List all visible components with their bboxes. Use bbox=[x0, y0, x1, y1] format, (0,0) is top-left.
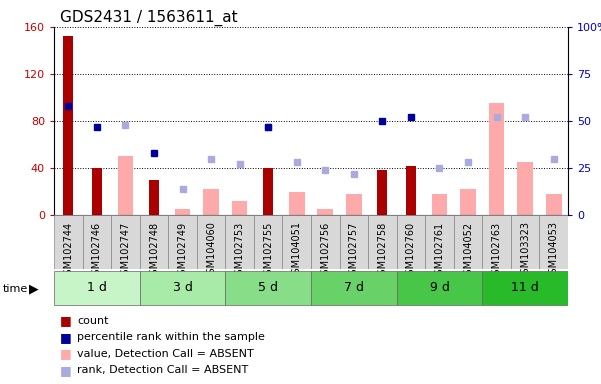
Text: GSM103323: GSM103323 bbox=[520, 222, 530, 280]
Text: 9 d: 9 d bbox=[430, 281, 450, 294]
Text: GSM102747: GSM102747 bbox=[120, 222, 130, 281]
Bar bbox=[92, 168, 102, 215]
Bar bbox=[317, 209, 333, 215]
FancyBboxPatch shape bbox=[311, 215, 340, 269]
FancyBboxPatch shape bbox=[397, 271, 482, 305]
FancyBboxPatch shape bbox=[111, 215, 139, 269]
FancyBboxPatch shape bbox=[54, 271, 139, 305]
FancyBboxPatch shape bbox=[225, 271, 311, 305]
FancyBboxPatch shape bbox=[168, 215, 197, 269]
Bar bbox=[63, 36, 73, 215]
FancyBboxPatch shape bbox=[225, 215, 254, 269]
Bar bbox=[377, 170, 388, 215]
Text: GSM102749: GSM102749 bbox=[177, 222, 188, 281]
FancyBboxPatch shape bbox=[397, 215, 425, 269]
FancyBboxPatch shape bbox=[368, 215, 397, 269]
Bar bbox=[263, 168, 273, 215]
FancyBboxPatch shape bbox=[311, 271, 397, 305]
Text: rank, Detection Call = ABSENT: rank, Detection Call = ABSENT bbox=[77, 365, 248, 375]
Text: GSM102753: GSM102753 bbox=[234, 222, 245, 281]
Text: time: time bbox=[3, 284, 28, 294]
Text: GSM102746: GSM102746 bbox=[92, 222, 102, 281]
Text: GSM102744: GSM102744 bbox=[63, 222, 73, 281]
Text: ■: ■ bbox=[60, 347, 72, 360]
Bar bbox=[289, 192, 305, 215]
Text: GSM102758: GSM102758 bbox=[377, 222, 388, 281]
FancyBboxPatch shape bbox=[511, 215, 539, 269]
Bar bbox=[517, 162, 533, 215]
Bar bbox=[175, 209, 191, 215]
Text: count: count bbox=[77, 316, 108, 326]
Bar bbox=[432, 194, 447, 215]
Text: ■: ■ bbox=[60, 331, 72, 344]
Bar bbox=[546, 194, 561, 215]
FancyBboxPatch shape bbox=[340, 215, 368, 269]
Text: 7 d: 7 d bbox=[344, 281, 364, 294]
Text: 5 d: 5 d bbox=[258, 281, 278, 294]
Bar bbox=[346, 194, 362, 215]
Text: GSM104053: GSM104053 bbox=[549, 222, 559, 280]
Text: GSM102755: GSM102755 bbox=[263, 222, 273, 281]
Text: GSM102761: GSM102761 bbox=[435, 222, 445, 281]
FancyBboxPatch shape bbox=[82, 215, 111, 269]
Bar bbox=[118, 156, 133, 215]
Text: ■: ■ bbox=[60, 314, 72, 327]
Text: GSM102760: GSM102760 bbox=[406, 222, 416, 281]
Bar bbox=[232, 201, 248, 215]
Text: 11 d: 11 d bbox=[511, 281, 539, 294]
FancyBboxPatch shape bbox=[254, 215, 282, 269]
FancyBboxPatch shape bbox=[139, 215, 168, 269]
Text: 1 d: 1 d bbox=[87, 281, 107, 294]
Bar bbox=[406, 166, 416, 215]
Text: GSM104052: GSM104052 bbox=[463, 222, 473, 281]
Bar bbox=[149, 180, 159, 215]
FancyBboxPatch shape bbox=[425, 215, 454, 269]
Text: GSM104051: GSM104051 bbox=[291, 222, 302, 280]
Text: ▶: ▶ bbox=[29, 283, 38, 296]
Text: percentile rank within the sample: percentile rank within the sample bbox=[77, 332, 265, 342]
Text: GSM104060: GSM104060 bbox=[206, 222, 216, 280]
FancyBboxPatch shape bbox=[454, 215, 482, 269]
FancyBboxPatch shape bbox=[282, 215, 311, 269]
Text: GSM102763: GSM102763 bbox=[492, 222, 502, 281]
Text: GSM102748: GSM102748 bbox=[149, 222, 159, 281]
Text: GSM102756: GSM102756 bbox=[320, 222, 331, 281]
FancyBboxPatch shape bbox=[197, 215, 225, 269]
FancyBboxPatch shape bbox=[482, 271, 568, 305]
Bar bbox=[460, 189, 476, 215]
FancyBboxPatch shape bbox=[482, 215, 511, 269]
Text: 3 d: 3 d bbox=[172, 281, 192, 294]
FancyBboxPatch shape bbox=[54, 215, 82, 269]
Text: ■: ■ bbox=[60, 364, 72, 377]
Text: GDS2431 / 1563611_at: GDS2431 / 1563611_at bbox=[60, 10, 238, 26]
Bar bbox=[203, 189, 219, 215]
Bar bbox=[489, 103, 504, 215]
FancyBboxPatch shape bbox=[139, 271, 225, 305]
FancyBboxPatch shape bbox=[539, 215, 568, 269]
Text: value, Detection Call = ABSENT: value, Detection Call = ABSENT bbox=[77, 349, 254, 359]
Text: GSM102757: GSM102757 bbox=[349, 222, 359, 281]
